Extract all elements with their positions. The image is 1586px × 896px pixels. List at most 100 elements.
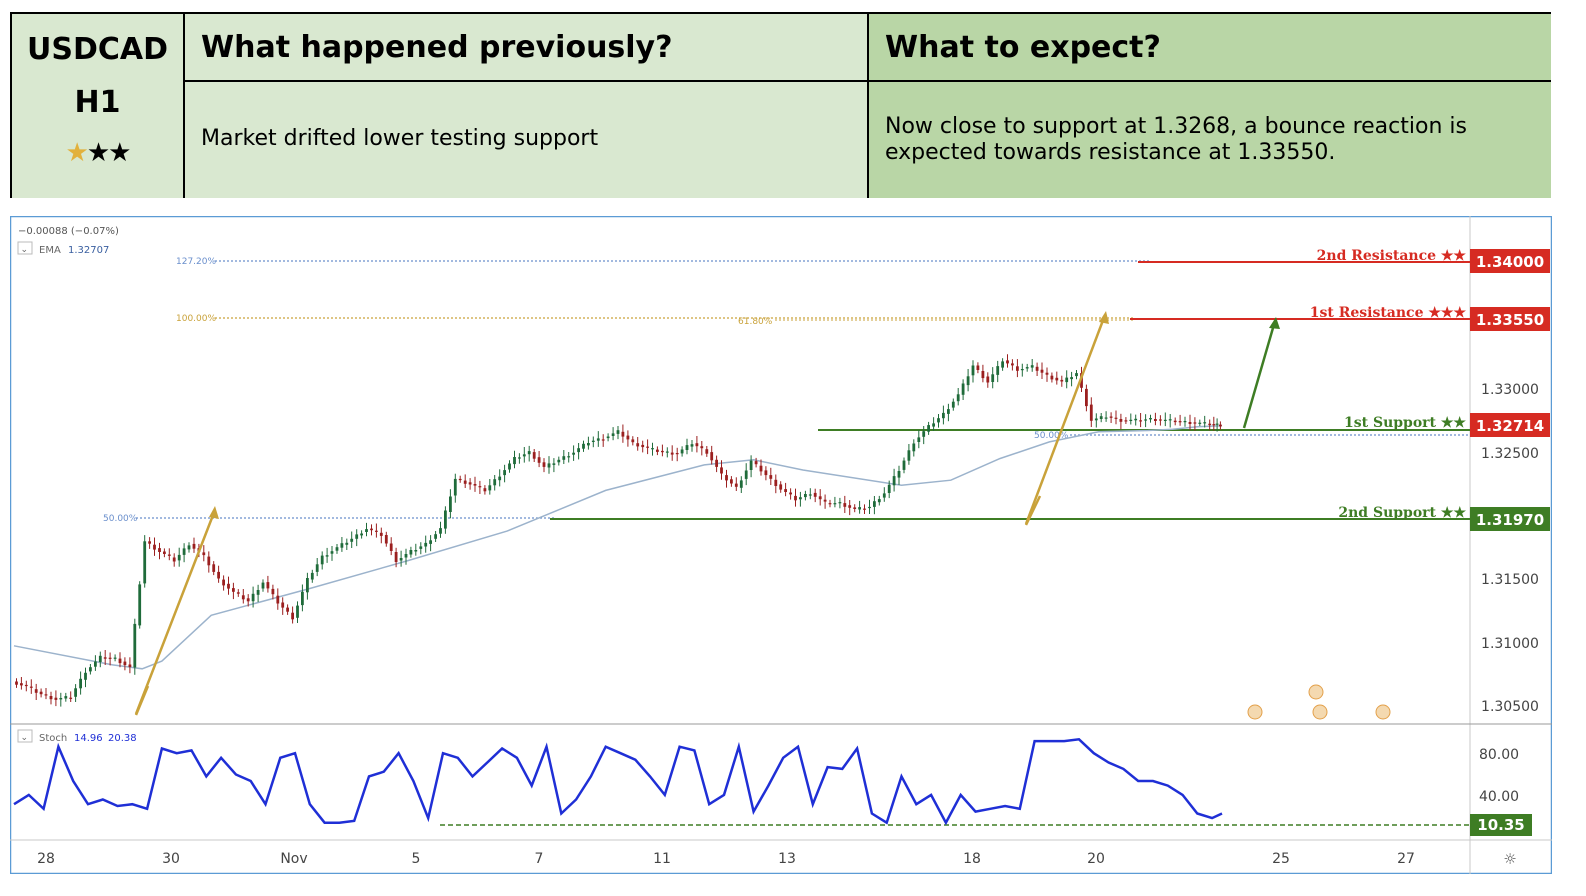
time-tick: Nov <box>280 851 307 867</box>
candle-body <box>981 371 985 379</box>
prev-text: Market drifted lower testing support <box>185 82 869 198</box>
candle-body <box>907 450 911 461</box>
candle-body <box>863 508 866 510</box>
candle-body <box>1104 417 1108 419</box>
candle-body <box>424 542 428 547</box>
candle-body <box>705 449 709 454</box>
candle-body <box>882 493 886 498</box>
candle-body <box>532 452 536 459</box>
candle-body <box>833 503 837 505</box>
resistance-1-price-tag <box>1470 307 1550 331</box>
candle-body <box>754 461 758 465</box>
candle-body <box>720 467 723 474</box>
canada-flag-icon[interactable] <box>1308 684 1324 700</box>
resistance-2-label: 2nd Resistance ★★ <box>1317 248 1467 264</box>
candle-body <box>1114 417 1118 419</box>
fib-label-618: 61.80% <box>738 317 773 327</box>
resistance-2-price-tag <box>1470 249 1550 273</box>
candle-body <box>808 494 812 496</box>
swing-arrow-down-2 <box>1024 495 1042 526</box>
candle-body <box>148 541 151 544</box>
candle-body <box>552 463 556 465</box>
stoch-k-value: 14.96 <box>74 733 103 744</box>
candle-body <box>1134 418 1138 421</box>
resistance-2-price: 1.34000 <box>1476 253 1544 271</box>
candle-body <box>596 438 600 441</box>
candle-body <box>902 460 906 470</box>
candle-body <box>1149 418 1152 420</box>
usa-flag-icon[interactable] <box>1312 704 1328 720</box>
candle-body <box>734 483 738 487</box>
candle-body <box>937 418 940 423</box>
candle-body <box>1065 377 1069 383</box>
candlesticks <box>15 354 1222 707</box>
candle-body <box>79 678 82 689</box>
current-price: 1.32714 <box>1476 417 1544 435</box>
candle-body <box>611 433 615 436</box>
chevron-down-icon: ⌄ <box>21 733 29 743</box>
fibonacci-lines: 127.20% 100.00% 61.80% 50.00% 50.00% <box>103 257 1470 524</box>
candle-body <box>320 555 324 565</box>
candle-body <box>89 667 92 672</box>
stoch-tick: 80.00 <box>1479 747 1519 763</box>
price-tick: 1.33000 <box>1481 382 1539 398</box>
fib-label-50-right: 50.00% <box>1034 431 1069 441</box>
candle-body <box>64 696 68 699</box>
candle-body <box>177 554 181 561</box>
symbol-name: USDCAD <box>26 32 168 67</box>
candle-body <box>951 401 955 408</box>
candle-body <box>1045 372 1049 375</box>
event-markers[interactable] <box>1247 684 1391 720</box>
level-labels: 2nd Resistance ★★ 1st Resistance ★★★ 1st… <box>1310 248 1467 521</box>
candle-body <box>503 470 506 476</box>
time-tick: 11 <box>653 851 671 867</box>
candle-body <box>730 479 733 484</box>
candle-body <box>434 534 437 539</box>
candle-body <box>276 595 280 604</box>
candle-body <box>1070 377 1073 380</box>
candle-body <box>394 552 398 562</box>
time-tick: 7 <box>535 851 544 867</box>
candle-body <box>153 544 156 550</box>
candle-body <box>113 657 117 659</box>
candle-body <box>246 598 250 602</box>
candle-body <box>350 538 354 542</box>
candle-body <box>1050 375 1054 380</box>
candle-body <box>1208 423 1212 426</box>
candle-body <box>379 532 383 536</box>
candle-body <box>651 448 654 450</box>
candle-body <box>118 658 122 664</box>
candle-body <box>266 582 270 589</box>
gold-star-icon: ★ <box>65 138 89 168</box>
legend-collapse-button[interactable] <box>17 241 33 255</box>
candle-body <box>483 488 487 492</box>
candle-body <box>932 423 935 427</box>
candle-body <box>1154 419 1157 421</box>
candle-body <box>1139 420 1142 422</box>
price-tick: 1.31000 <box>1481 636 1539 652</box>
settings-gear-icon[interactable]: ☼ <box>1503 850 1516 868</box>
black-star-icon: ★ <box>86 138 110 168</box>
candle-body <box>281 602 285 608</box>
candle-body <box>804 494 807 498</box>
stoch-collapse-button[interactable] <box>17 729 33 743</box>
candle-body <box>527 451 531 455</box>
candle-body <box>971 365 975 376</box>
candle-body <box>261 582 265 589</box>
candle-body <box>646 446 649 448</box>
candle-body <box>537 457 541 463</box>
candle-body <box>1006 360 1009 364</box>
usa-flag-icon[interactable] <box>1375 704 1391 720</box>
candle-body <box>1178 421 1182 423</box>
candle-body <box>1129 419 1133 421</box>
fib-label-100: 100.00% <box>176 314 216 324</box>
event-flag-icon[interactable] <box>1247 704 1263 720</box>
candle-body <box>606 436 610 439</box>
candle-body <box>567 456 571 458</box>
candle-body <box>39 691 43 695</box>
candle-body <box>991 374 995 382</box>
candle-body <box>1085 388 1088 407</box>
candle-body <box>749 460 753 470</box>
candle-body <box>1193 422 1197 424</box>
candle-body <box>84 672 87 680</box>
